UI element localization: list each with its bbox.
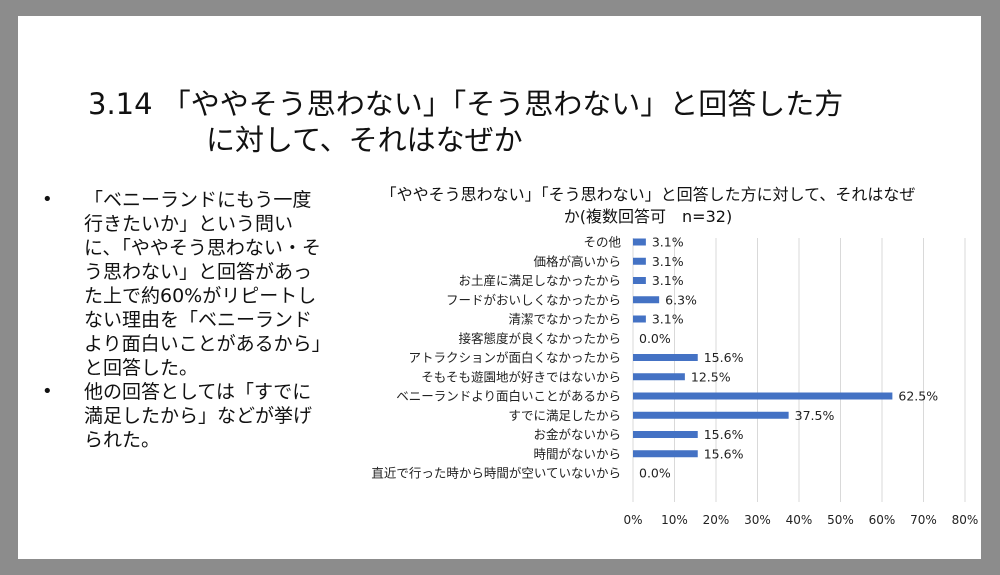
category-label: 価格が高いから bbox=[533, 254, 621, 269]
x-tick-label: 40% bbox=[786, 513, 813, 527]
category-label: そもそも遊園地が好きではないから bbox=[421, 369, 621, 384]
bar bbox=[633, 392, 893, 400]
chart-title: 「ややそう思わない」「そう思わない」と回答した方に対して、それはなぜか(複数回答… bbox=[380, 185, 916, 226]
data-label: 15.6% bbox=[704, 427, 744, 442]
bullet-item: • 他の回答としては「すでに満足したから」などが挙げられた。 bbox=[40, 380, 330, 452]
x-tick-label: 80% bbox=[952, 513, 979, 527]
slide: 3.14 「ややそう思わない」「そう思わない」と回答した方 に対して、それはなぜ… bbox=[18, 16, 981, 559]
category-label: 時間がないから bbox=[533, 446, 621, 461]
category-label: 接客態度が良くなかったから bbox=[458, 331, 621, 346]
x-tick-label: 0% bbox=[623, 513, 642, 527]
data-label: 3.1% bbox=[652, 273, 684, 288]
category-label: すでに満足したから bbox=[508, 408, 621, 423]
category-label: 直近で行った時から時間が空いていないから bbox=[371, 466, 621, 481]
x-tick-label: 30% bbox=[744, 513, 771, 527]
data-label: 15.6% bbox=[704, 446, 744, 461]
bar bbox=[633, 373, 685, 381]
bullet-text: 「ベニーランドにもう一度行きたいか」という問いに、「ややそう思わない・そう思わな… bbox=[84, 189, 322, 379]
category-label: ベニーランドより面白いことがあるから bbox=[396, 389, 621, 404]
bar bbox=[633, 296, 660, 304]
data-label: 15.6% bbox=[704, 350, 744, 365]
slide-title-line1: 3.14 「ややそう思わない」「そう思わない」と回答した方 bbox=[88, 87, 844, 121]
data-label: 37.5% bbox=[795, 408, 835, 423]
data-label: 3.1% bbox=[652, 235, 684, 250]
x-tick-label: 70% bbox=[910, 513, 937, 527]
slide-title-line2: に対して、それはなぜか bbox=[206, 123, 523, 157]
category-label: お土産に満足しなかったから bbox=[458, 273, 621, 288]
category-label: 清潔でなかったから bbox=[508, 312, 621, 327]
bar bbox=[633, 450, 698, 458]
bullet-list: • 「ベニーランドにもう一度行きたいか」という問いに、「ややそう思わない・そう思… bbox=[40, 188, 330, 452]
x-tick-label: 60% bbox=[869, 513, 896, 527]
bar-chart: 0% 10% 20% 30% 40% 50% 60% 70% 80% その他 3.1% 価格が高いから… bbox=[371, 235, 979, 528]
x-tick-label: 50% bbox=[827, 513, 854, 527]
category-label: その他 bbox=[583, 235, 621, 250]
bar bbox=[633, 354, 698, 361]
bar bbox=[633, 431, 698, 438]
category-label: アトラクションが面白くなかったから bbox=[408, 350, 621, 365]
bullet-symbol: • bbox=[42, 189, 53, 210]
bar bbox=[633, 257, 646, 265]
bar bbox=[633, 315, 646, 323]
data-label: 0.0% bbox=[639, 331, 671, 346]
bullet-item: • 「ベニーランドにもう一度行きたいか」という問いに、「ややそう思わない・そう思… bbox=[40, 188, 330, 380]
data-label: 62.5% bbox=[898, 389, 938, 404]
data-label: 0.0% bbox=[639, 466, 671, 481]
bullet-text: 他の回答としては「すでに満足したから」などが挙げられた。 bbox=[84, 381, 313, 451]
category-label: フードがおいしくなかったから bbox=[446, 292, 621, 307]
bullet-symbol: • bbox=[42, 381, 53, 402]
x-tick-label: 10% bbox=[661, 513, 688, 527]
bar bbox=[633, 411, 789, 419]
bar bbox=[633, 277, 646, 284]
category-label: お金がないから bbox=[533, 427, 621, 442]
data-label: 12.5% bbox=[691, 369, 731, 384]
bar bbox=[633, 238, 646, 246]
x-tick-label: 20% bbox=[703, 513, 730, 527]
slide-title: 3.14 「ややそう思わない」「そう思わない」と回答した方 に対して、それはなぜ… bbox=[88, 86, 843, 158]
data-label: 3.1% bbox=[652, 254, 684, 269]
data-label: 3.1% bbox=[652, 312, 684, 327]
data-label: 6.3% bbox=[665, 292, 697, 307]
